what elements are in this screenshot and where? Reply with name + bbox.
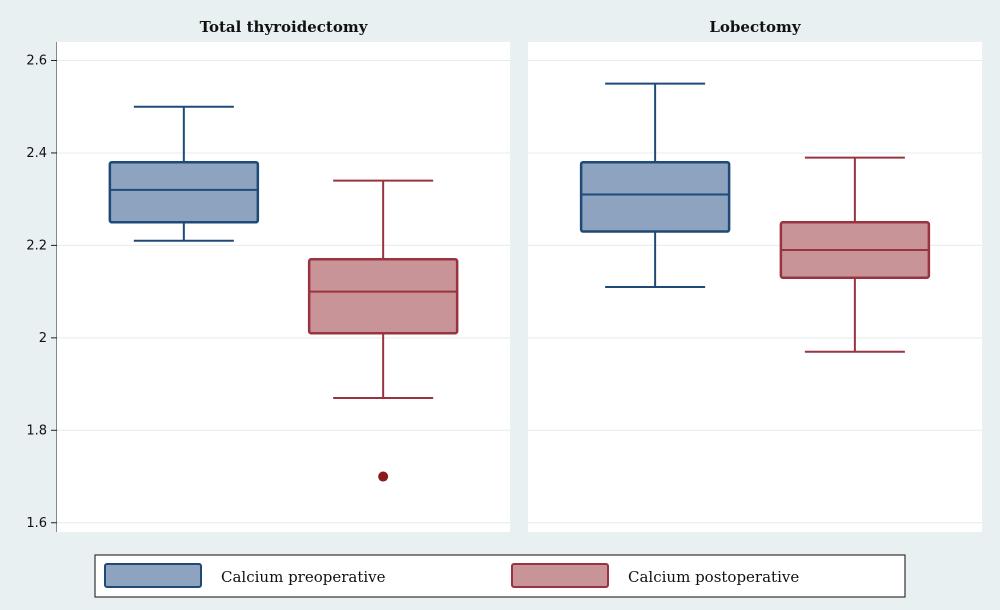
chart-panels: Total thyroidectomy Lobectomy <box>57 18 982 532</box>
iqr-box <box>579 160 731 233</box>
legend-swatch <box>104 563 202 588</box>
y-tick-label: 1.6 <box>26 516 47 531</box>
box-preoperative <box>108 105 260 242</box>
box-postoperative <box>779 156 931 353</box>
outlier-point <box>378 471 389 482</box>
y-axis: 1.6 1.8 2 2.2 2.4 2.6 <box>26 42 58 532</box>
panel-title: Total thyroidectomy <box>200 18 369 36</box>
y-tick-label: 2 <box>39 331 47 346</box>
legend-item-postoperative: Calcium postoperative <box>511 563 799 588</box>
legend-label: Calcium postoperative <box>628 568 799 586</box>
panel-1: Total thyroidectomy <box>57 18 510 532</box>
panel-2: Lobectomy <box>528 18 982 532</box>
legend-box <box>94 554 906 598</box>
y-tick-label: 2.4 <box>26 146 47 161</box>
y-tick-label: 2.2 <box>26 238 47 253</box>
y-tick-label: 2.6 <box>26 53 47 68</box>
legend-label: Calcium preoperative <box>221 568 386 586</box>
iqr-box <box>108 160 260 224</box>
legend: Calcium preoperative Calcium postoperativ… <box>94 554 906 598</box>
legend-item-preoperative: Calcium preoperative <box>104 563 386 588</box>
y-tick-label: 1.8 <box>26 423 47 438</box>
panel-plot-area <box>528 42 982 532</box>
iqr-box <box>307 258 459 335</box>
legend-swatch <box>511 563 609 588</box>
panel-title: Lobectomy <box>709 18 802 36</box>
box-postoperative <box>307 179 459 482</box>
box-preoperative <box>579 82 731 288</box>
